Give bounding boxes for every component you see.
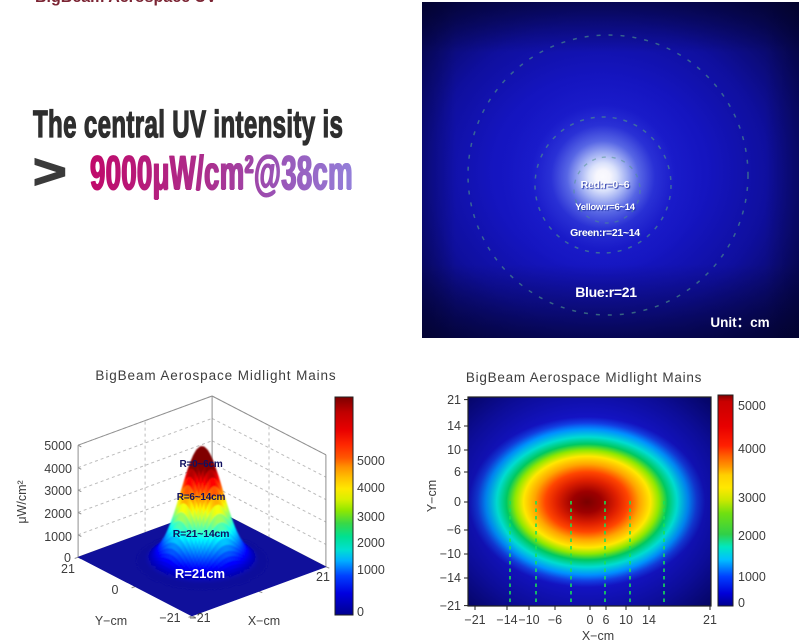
svg-text:21: 21 bbox=[316, 570, 330, 584]
svg-text:14: 14 bbox=[447, 419, 461, 433]
svg-text:14: 14 bbox=[642, 613, 656, 627]
svg-text:−21: −21 bbox=[440, 599, 461, 613]
svg-text:μW/cm²: μW/cm² bbox=[15, 480, 29, 523]
svg-text:−21: −21 bbox=[189, 611, 210, 625]
svg-text:Blue:r=21: Blue:r=21 bbox=[575, 284, 637, 300]
svg-text:Y−cm: Y−cm bbox=[425, 480, 439, 512]
svg-text:Yellow:r=6~14: Yellow:r=6~14 bbox=[575, 202, 635, 213]
svg-text:3000: 3000 bbox=[357, 510, 385, 524]
svg-text:2000: 2000 bbox=[44, 507, 72, 521]
svg-text:6: 6 bbox=[603, 613, 610, 627]
svg-text:−6: −6 bbox=[447, 523, 461, 537]
svg-text:X−cm: X−cm bbox=[582, 629, 614, 642]
svg-text:X−cm: X−cm bbox=[248, 614, 280, 628]
svg-text:1000: 1000 bbox=[738, 570, 766, 584]
svg-text:−14: −14 bbox=[496, 613, 517, 627]
svg-text:5000: 5000 bbox=[738, 399, 766, 413]
svg-text:5000: 5000 bbox=[357, 454, 385, 468]
svg-text:−21: −21 bbox=[159, 611, 180, 625]
svg-text:4000: 4000 bbox=[738, 442, 766, 456]
svg-text:Unit：cm: Unit：cm bbox=[710, 315, 769, 330]
svg-text:R=0~6cm: R=0~6cm bbox=[179, 459, 222, 470]
svg-text:BigBeam Aerospace Midlight Mai: BigBeam Aerospace Midlight Mains bbox=[95, 368, 336, 383]
svg-text:BigBeam Aerospace Midlight Mai: BigBeam Aerospace Midlight Mains bbox=[466, 370, 702, 385]
svg-text:3000: 3000 bbox=[44, 484, 72, 498]
svg-text:3000: 3000 bbox=[738, 491, 766, 505]
svg-text:10: 10 bbox=[447, 443, 461, 457]
svg-text:Green:r=21~14: Green:r=21~14 bbox=[570, 227, 640, 239]
svg-text:2000: 2000 bbox=[357, 536, 385, 550]
svg-text:R=21cm: R=21cm bbox=[175, 566, 225, 581]
svg-text:21: 21 bbox=[447, 393, 461, 407]
svg-text:21: 21 bbox=[703, 613, 717, 627]
svg-text:1000: 1000 bbox=[357, 563, 385, 577]
svg-text:6: 6 bbox=[454, 465, 461, 479]
svg-text:Red:r=0~6: Red:r=0~6 bbox=[581, 179, 630, 191]
svg-text:0: 0 bbox=[454, 495, 461, 509]
svg-text:−14: −14 bbox=[440, 571, 461, 585]
svg-text:21: 21 bbox=[61, 562, 75, 576]
svg-text:0: 0 bbox=[587, 613, 594, 627]
svg-text:0: 0 bbox=[64, 551, 71, 565]
svg-text:Y−cm: Y−cm bbox=[95, 614, 127, 628]
svg-text:R=6~14cm: R=6~14cm bbox=[177, 492, 226, 503]
svg-text:4000: 4000 bbox=[357, 481, 385, 495]
svg-text:1000: 1000 bbox=[44, 530, 72, 544]
svg-text:0: 0 bbox=[112, 583, 119, 597]
svg-text:5000: 5000 bbox=[44, 439, 72, 453]
svg-text:R=21~14cm: R=21~14cm bbox=[173, 528, 230, 540]
svg-text:−10: −10 bbox=[440, 547, 461, 561]
svg-text:−21: −21 bbox=[464, 613, 485, 627]
svg-text:0: 0 bbox=[357, 605, 364, 619]
svg-text:−10: −10 bbox=[518, 613, 539, 627]
svg-text:0: 0 bbox=[738, 596, 745, 610]
svg-text:2000: 2000 bbox=[738, 529, 766, 543]
svg-text:10: 10 bbox=[619, 613, 633, 627]
svg-text:−6: −6 bbox=[548, 613, 562, 627]
svg-text:4000: 4000 bbox=[44, 462, 72, 476]
